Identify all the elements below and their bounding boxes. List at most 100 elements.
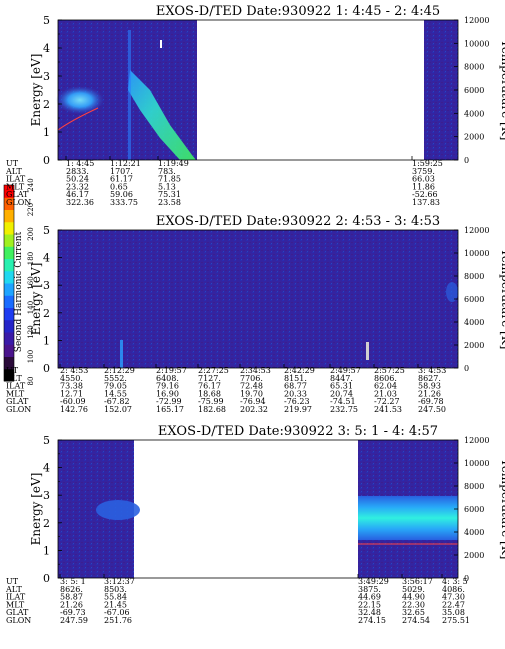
y2-tick-label: 10000 (464, 39, 489, 48)
spectrogram-region (424, 20, 458, 160)
colorbar-swatch (4, 234, 14, 247)
table-cell: 1:59:25 (412, 159, 443, 168)
temperature-line (57, 107, 99, 131)
table-cell: 322.36 (66, 198, 94, 207)
table-cell: -75.99 (198, 397, 224, 406)
y-tick-label: 4 (43, 252, 50, 265)
colorbar-tick-label: 240 (27, 178, 35, 191)
table-cell: 8503. (104, 585, 127, 594)
panel-title: EXOS-D/TED Date:930922 3: 5: 1 - 4: 4:57 (158, 424, 438, 439)
y-tick-label: 3 (43, 489, 50, 502)
table-cell: -67.06 (104, 608, 130, 617)
y2-tick-label: 8000 (464, 63, 484, 72)
table-row-label: GLON (6, 198, 31, 207)
table-row-label: ILAT (6, 175, 26, 184)
table-cell: 2833. (66, 167, 89, 176)
y2-tick-label: 6000 (464, 295, 484, 304)
y2-tick-label: 0 (464, 574, 469, 583)
y-axis-label: Energy [eV] (29, 473, 43, 546)
table-cell: 3:56:17 (402, 577, 433, 586)
table-cell: 22.47 (442, 600, 465, 609)
y2-tick-label: 0 (464, 364, 469, 373)
table-cell: 58.93 (418, 382, 441, 391)
table-cell: 66.03 (412, 175, 435, 184)
table-cell: 8626. (60, 585, 83, 594)
y2-tick-label: 12000 (464, 226, 489, 235)
table-cell: 4086. (442, 585, 465, 594)
table-row-label: ILAT (6, 382, 26, 391)
table-cell: 8627. (418, 374, 441, 383)
colorbar-label: Second Harmonic Current (14, 231, 24, 352)
table-cell: 47.30 (442, 593, 465, 602)
colorbar-swatch (4, 356, 14, 370)
panel-1: EXOS-D/TED Date:930922 1: 4:45 - 2: 4:45… (5, 4, 505, 207)
colorbar-tick-label: 100 (27, 350, 35, 363)
table-cell: 2:42:29 (284, 366, 315, 375)
colorbar-swatch (4, 283, 14, 296)
table-cell: 5552. (104, 374, 127, 383)
table-cell: 22.30 (402, 600, 425, 609)
colorbar-swatch (4, 221, 14, 235)
panel-2: EXOS-D/TED Date:930922 2: 4:53 - 3: 4:53… (5, 214, 505, 414)
table-cell: 3875. (358, 585, 381, 594)
y2-tick-label: 6000 (464, 86, 484, 95)
table-cell: 232.75 (330, 405, 358, 414)
table-row-label: ILAT (6, 593, 26, 602)
table-cell: 0.65 (110, 182, 128, 191)
spectrogram-feature (56, 86, 104, 114)
table-cell: 2:19:57 (156, 366, 187, 375)
table-cell: 1707. (110, 167, 133, 176)
colorbar-swatch (4, 197, 14, 210)
y2-tick-label: 4000 (464, 318, 484, 327)
colorbar-swatch (4, 209, 14, 223)
table-cell: 251.76 (104, 616, 132, 625)
spectrogram-region (58, 230, 458, 368)
colorbar-tick-label: 120 (27, 325, 35, 338)
table-cell: 23.32 (66, 182, 89, 191)
table-cell: 20.33 (284, 389, 307, 398)
y-tick-label: 1 (43, 544, 50, 557)
colorbar-tick-label: 220 (27, 203, 35, 216)
table-cell: 3:49:29 (358, 577, 389, 586)
y-tick-label: 5 (43, 224, 50, 237)
y-tick-label: 2 (43, 517, 50, 530)
table-cell: 3: 5: 1 (60, 577, 86, 586)
table-cell: 4: 3: 5 (442, 577, 468, 586)
colorbar-swatch (4, 185, 14, 198)
table-cell: 274.15 (358, 616, 386, 625)
y2-axis-label: Temperature [K] (499, 459, 505, 560)
table-cell: 21.03 (374, 389, 397, 398)
y2-tick-label: 8000 (464, 272, 484, 281)
y-tick-label: 0 (43, 572, 50, 585)
colorbar-swatch (4, 319, 14, 333)
table-cell: 3759. (412, 167, 435, 176)
y-axis-label: Energy [eV] (29, 54, 43, 127)
panel-3: EXOS-D/TED Date:930922 3: 5: 1 - 4: 4:57… (5, 424, 505, 625)
table-cell: 142.76 (60, 405, 88, 414)
table-cell: 241.53 (374, 405, 402, 414)
spectrogram-feature (120, 340, 123, 368)
table-cell: 44.69 (358, 593, 381, 602)
table-row-label: MLT (6, 182, 25, 191)
y-tick-label: 5 (43, 434, 50, 447)
table-cell: 783. (158, 167, 176, 176)
table-cell: 7127. (198, 374, 221, 383)
table-cell: 8151. (284, 374, 307, 383)
table-cell: 14.55 (104, 389, 127, 398)
table-row-label: MLT (6, 600, 25, 609)
colorbar-swatch (4, 295, 14, 308)
spectrogram-feature (446, 282, 458, 302)
table-cell: 3:12:37 (104, 577, 135, 586)
table-cell: 75.31 (158, 190, 181, 199)
spectrogram-feature (128, 70, 196, 160)
y2-tick-label: 2000 (464, 341, 484, 350)
table-cell: 12.71 (60, 389, 83, 398)
table-cell: 58.87 (60, 593, 83, 602)
table-cell: 11.86 (412, 182, 435, 191)
table-cell: 79.05 (104, 382, 127, 391)
table-cell: 2:57:25 (374, 366, 405, 375)
y2-tick-label: 2000 (464, 133, 484, 142)
table-cell: 19.70 (240, 389, 263, 398)
panel-title: EXOS-D/TED Date:930922 2: 4:53 - 3: 4:53 (156, 214, 440, 229)
table-cell: 21.26 (60, 600, 83, 609)
